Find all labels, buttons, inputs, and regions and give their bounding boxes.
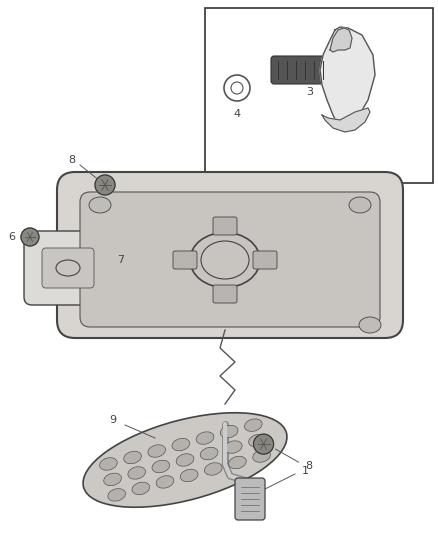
Text: 9: 9 bbox=[110, 415, 117, 425]
Ellipse shape bbox=[180, 469, 198, 482]
FancyBboxPatch shape bbox=[213, 217, 237, 235]
Ellipse shape bbox=[152, 460, 170, 473]
Polygon shape bbox=[322, 108, 370, 132]
Circle shape bbox=[95, 175, 115, 195]
Polygon shape bbox=[320, 27, 375, 128]
FancyBboxPatch shape bbox=[253, 251, 277, 269]
FancyBboxPatch shape bbox=[24, 231, 112, 305]
Ellipse shape bbox=[229, 456, 246, 469]
Ellipse shape bbox=[359, 317, 381, 333]
FancyBboxPatch shape bbox=[57, 172, 403, 338]
Text: 2: 2 bbox=[326, 195, 334, 205]
Ellipse shape bbox=[132, 482, 150, 495]
FancyBboxPatch shape bbox=[42, 248, 94, 288]
Ellipse shape bbox=[349, 197, 371, 213]
Ellipse shape bbox=[128, 467, 145, 479]
FancyBboxPatch shape bbox=[213, 285, 237, 303]
Ellipse shape bbox=[249, 434, 266, 447]
Text: 3: 3 bbox=[307, 87, 314, 97]
Ellipse shape bbox=[244, 419, 262, 431]
Ellipse shape bbox=[224, 441, 242, 453]
Circle shape bbox=[21, 228, 39, 246]
Ellipse shape bbox=[196, 432, 214, 445]
FancyBboxPatch shape bbox=[235, 478, 265, 520]
Text: 8: 8 bbox=[68, 155, 76, 165]
Ellipse shape bbox=[108, 489, 126, 501]
Ellipse shape bbox=[220, 425, 238, 438]
Ellipse shape bbox=[156, 475, 174, 488]
Bar bbox=[205, 8, 433, 183]
Polygon shape bbox=[330, 28, 352, 52]
Text: 7: 7 bbox=[117, 255, 124, 265]
Ellipse shape bbox=[104, 473, 121, 486]
Ellipse shape bbox=[148, 445, 166, 457]
Ellipse shape bbox=[172, 438, 190, 451]
Ellipse shape bbox=[200, 447, 218, 460]
Text: 8: 8 bbox=[305, 461, 312, 471]
Ellipse shape bbox=[89, 197, 111, 213]
Ellipse shape bbox=[83, 413, 287, 507]
Text: 4: 4 bbox=[233, 109, 240, 119]
Ellipse shape bbox=[176, 454, 194, 466]
Ellipse shape bbox=[124, 451, 141, 464]
Text: 6: 6 bbox=[8, 232, 15, 242]
Ellipse shape bbox=[205, 463, 222, 475]
Ellipse shape bbox=[99, 458, 117, 470]
Text: 1: 1 bbox=[301, 466, 308, 476]
Text: 5: 5 bbox=[53, 272, 60, 282]
FancyBboxPatch shape bbox=[80, 192, 380, 327]
Ellipse shape bbox=[253, 450, 270, 462]
FancyBboxPatch shape bbox=[173, 251, 197, 269]
Circle shape bbox=[254, 434, 274, 454]
FancyBboxPatch shape bbox=[271, 56, 329, 84]
